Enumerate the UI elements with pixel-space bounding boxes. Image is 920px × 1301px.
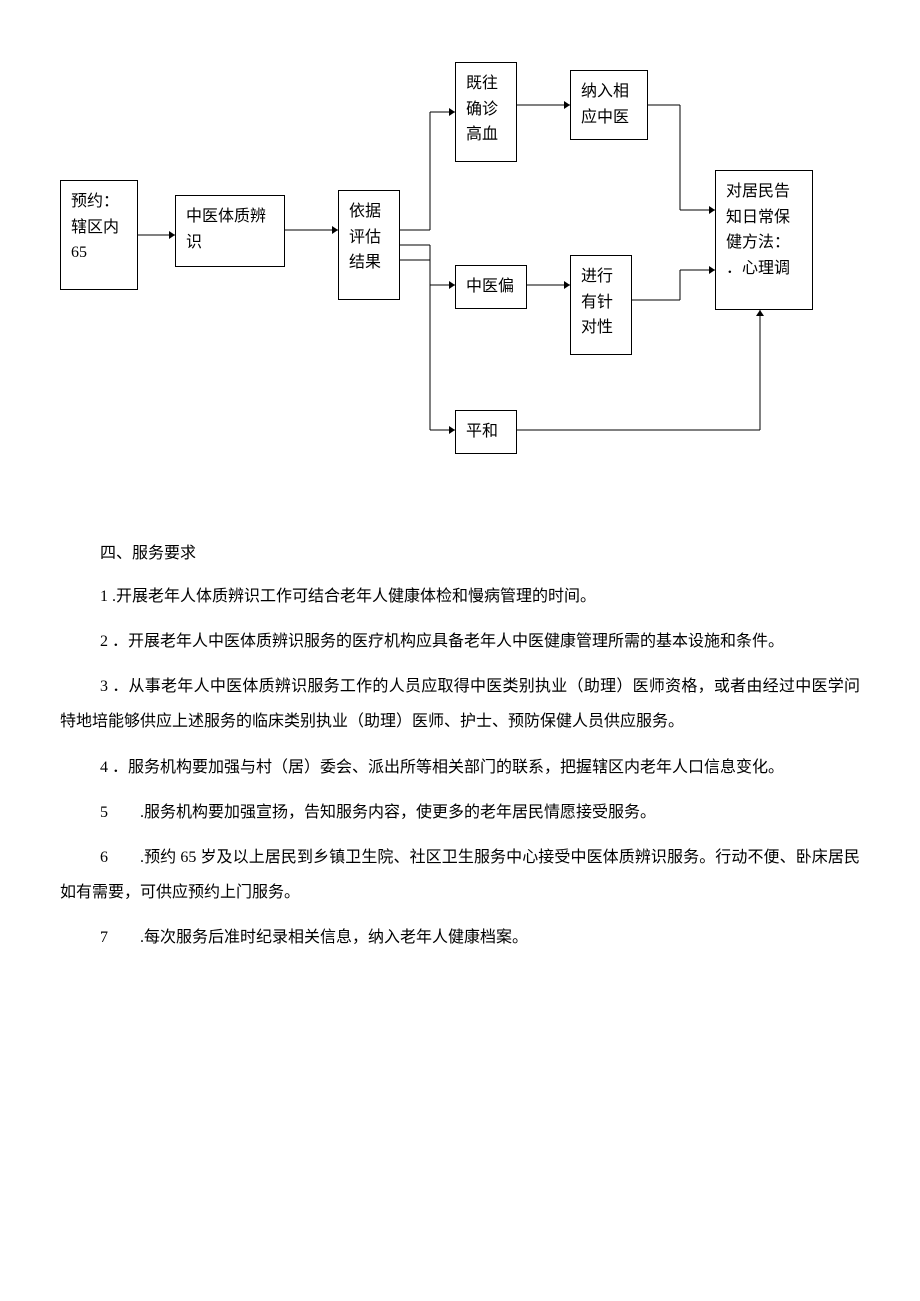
flowchart-node-n4: 既往 确诊 高血 bbox=[455, 62, 517, 162]
requirement-item: 5 .服务机构要加强宣扬，告知服务内容，使更多的老年居民情愿接受服务。 bbox=[60, 795, 860, 830]
flowchart-node-n9: 对居民告 知日常保 健方法： ．心理调 bbox=[715, 170, 813, 310]
requirement-item: 1 .开展老年人体质辨识工作可结合老年人健康体检和慢病管理的时间。 bbox=[60, 579, 860, 614]
requirement-text: .每次服务后准时纪录相关信息，纳入老年人健康档案。 bbox=[140, 929, 528, 946]
requirement-item: 3 ．从事老年人中医体质辨识服务工作的人员应取得中医类别执业（助理）医师资格，或… bbox=[60, 669, 860, 739]
requirements-list: 1 .开展老年人体质辨识工作可结合老年人健康体检和慢病管理的时间。 2 ．开展老年… bbox=[60, 579, 860, 956]
requirement-number: 6 bbox=[100, 840, 108, 875]
requirement-item: 2 ．开展老年人中医体质辨识服务的医疗机构应具备老年人中医健康管理所需的基本设施… bbox=[60, 624, 860, 659]
requirement-number: 5 bbox=[100, 795, 108, 830]
flowchart-node-n1: 预约： 辖区内 65 bbox=[60, 180, 138, 290]
flowchart-node-n3: 依据 评估 结果 bbox=[338, 190, 400, 300]
requirement-item: 4 ．服务机构要加强与村（居）委会、派出所等相关部门的联系，把握辖区内老年人口信… bbox=[60, 750, 860, 785]
requirement-text: .预约 65 岁及以上居民到乡镇卫生院、社区卫生服务中心接受中医体质辨识服务。行… bbox=[60, 849, 860, 901]
requirement-item: 7 .每次服务后准时纪录相关信息，纳入老年人健康档案。 bbox=[60, 920, 860, 955]
flowchart-node-n6: 平和 bbox=[455, 410, 517, 454]
flowchart-node-n5: 中医偏 bbox=[455, 265, 527, 309]
section-heading: 四、服务要求 bbox=[100, 540, 860, 569]
flowchart-node-n8: 进行 有针 对性 bbox=[570, 255, 632, 355]
requirement-item: 6.预约 65 岁及以上居民到乡镇卫生院、社区卫生服务中心接受中医体质辨识服务。… bbox=[60, 840, 860, 910]
flowchart-node-n2: 中医体质辨 识 bbox=[175, 195, 285, 267]
requirement-text: .服务机构要加强宣扬，告知服务内容，使更多的老年居民情愿接受服务。 bbox=[140, 804, 656, 821]
requirement-number: 7 bbox=[100, 920, 108, 955]
flowchart-container: 预约： 辖区内 65 中医体质辨 识依据 评估 结果既往 确诊 高血中医偏平和 纳入… bbox=[60, 30, 860, 490]
flowchart-node-n7: 纳入相 应中医 bbox=[570, 70, 648, 140]
